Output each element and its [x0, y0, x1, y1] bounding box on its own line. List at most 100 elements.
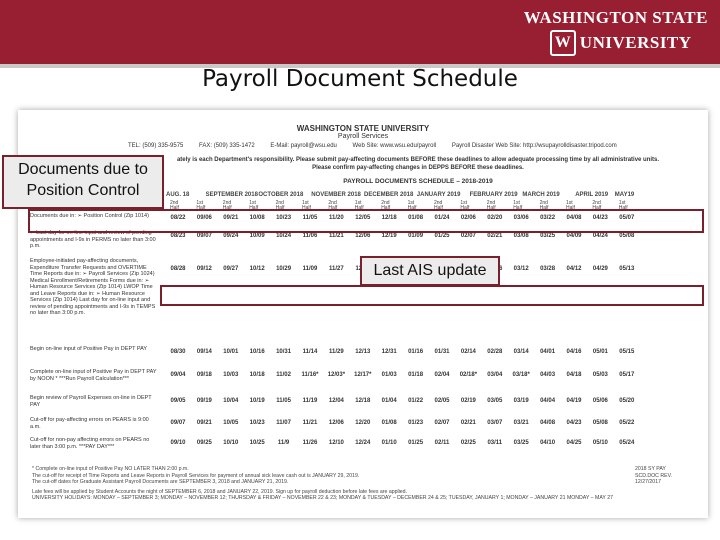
footnote-5: UNIVERSITY HOLIDAYS: MONDAY – SEPTEMBER …	[32, 495, 613, 502]
month-header: JANUARY 2019	[416, 192, 461, 198]
doc-header-university: WASHINGTON STATE UNIVERSITY	[296, 124, 430, 133]
schedule-date-cell: 03/07	[487, 420, 503, 426]
university-banner: WASHINGTON STATE W UNIVERSITY	[0, 0, 720, 64]
schedule-date-cell: 02/20	[487, 215, 503, 221]
month-header: AUG. 18	[166, 192, 190, 198]
schedule-date-cell: 09/10	[170, 440, 186, 446]
schedule-date-cell: 01/25	[408, 440, 424, 446]
half-header: 2nd Half	[222, 200, 232, 211]
schedule-date-cell: 04/23	[592, 215, 608, 221]
schedule-date-cell: 10/16	[249, 349, 265, 355]
schedule-date-cell: 11/05	[302, 215, 318, 221]
schedule-date-cell: 08/22	[170, 215, 186, 221]
schedule-date-cell: 01/18	[408, 372, 424, 378]
schedule-date-cell: 02/06	[460, 215, 476, 221]
schedule-date-cell: 02/04	[434, 372, 450, 378]
schedule-date-cell: 03/22	[540, 215, 556, 221]
contact-tel: TEL: (509) 335-9575	[128, 143, 184, 149]
schedule-date-cell: 10/18	[249, 372, 265, 378]
schedule-date-cell: 09/06	[196, 215, 212, 221]
doc-contact-line: TEL: (509) 335-9575 FAX: (509) 335-1472 …	[128, 143, 631, 149]
schedule-date-cell: 03/04	[487, 372, 503, 378]
slide-title: Payroll Document Schedule	[202, 66, 518, 92]
contact-disaster-site: Payroll Disaster Web Site: http://wsupay…	[451, 143, 617, 149]
schedule-date-cell: 01/04	[381, 398, 397, 404]
wsu-logo: WASHINGTON STATE W UNIVERSITY	[524, 8, 708, 56]
doc-header-department: Payroll Services	[337, 133, 389, 140]
schedule-date-cell: 11/09	[302, 266, 318, 272]
half-header: 2nd Half	[328, 200, 338, 211]
month-header: APRIL 2019	[575, 192, 609, 198]
schedule-date-cell: 09/12	[196, 266, 212, 272]
ref-line-2: SCD.DOC REV.	[635, 472, 672, 479]
schedule-date-cell: 12/19	[381, 233, 397, 239]
schedule-date-cell: 12/18	[355, 398, 371, 404]
schedule-date-cell: 10/03	[223, 372, 239, 378]
half-header: 2nd Half	[170, 200, 179, 211]
schedule-date-cell: 02/19	[460, 398, 476, 404]
contact-fax: FAX: (509) 335-1472	[199, 143, 255, 149]
schedule-date-cell: 11/19	[302, 398, 318, 404]
schedule-date-cell: 10/19	[249, 398, 265, 404]
schedule-date-cell: 03/11	[487, 440, 503, 446]
schedule-date-cell: 01/24	[434, 215, 450, 221]
half-header: 1st Half	[407, 200, 417, 211]
schedule-date-cell: 02/25	[460, 440, 476, 446]
schedule-date-cell: 04/18	[566, 372, 582, 378]
half-header: 1st Half	[566, 200, 575, 211]
schedule-date-cell: 09/25	[196, 440, 212, 446]
schedule-date-cell: 02/05	[434, 398, 450, 404]
half-header: 1st Half	[513, 200, 523, 211]
month-header: SEPTEMBER 2018	[205, 192, 258, 198]
schedule-title: PAYROLL DOCUMENTS SCHEDULE – 2018-2019	[343, 178, 493, 185]
banner-divider	[0, 64, 720, 68]
schedule-date-cell: 03/08	[513, 233, 529, 239]
schedule-date-cell: 01/31	[434, 349, 450, 355]
schedule-date-cell: 05/06	[592, 398, 608, 404]
schedule-date-cell: 05/22	[619, 420, 635, 426]
schedule-date-cell: 03/05	[487, 398, 503, 404]
schedule-date-cell: 04/16	[566, 349, 582, 355]
schedule-date-cell: 09/21	[223, 215, 239, 221]
schedule-date-cell: 03/28	[540, 266, 556, 272]
schedule-date-cell: 11/9	[277, 440, 290, 446]
schedule-date-cell: 09/04	[170, 372, 186, 378]
schedule-date-cell: 12/20	[355, 420, 371, 426]
schedule-date-cell: 12/24	[355, 440, 371, 446]
doc-notice-line-1: ately is each Department's responsibilit…	[176, 157, 660, 163]
schedule-date-cell: 09/07	[170, 420, 186, 426]
highlight-ais-update-row	[160, 285, 704, 306]
half-header: 2nd Half	[434, 200, 443, 211]
schedule-row-label: Cut-off for pay-affecting errors on PEAR…	[30, 417, 149, 430]
schedule-date-cell: 09/27	[223, 266, 239, 272]
schedule-date-cell: 05/15	[619, 349, 635, 355]
schedule-date-cell: 04/09	[566, 233, 582, 239]
schedule-date-cell: 03/25	[513, 440, 529, 446]
schedule-date-cell: 01/08	[381, 420, 397, 426]
schedule-date-cell: 09/05	[170, 398, 186, 404]
schedule-date-cell: 02/14	[460, 349, 476, 355]
schedule-date-cell: 04/19	[566, 398, 582, 404]
schedule-date-cell: 12/13	[355, 349, 371, 355]
month-header: MARCH 2019	[522, 192, 560, 198]
logo-line-2: UNIVERSITY	[579, 33, 692, 52]
schedule-date-cell: 05/01	[592, 349, 608, 355]
half-header: 1st Half	[460, 200, 470, 211]
schedule-date-cell: 04/23	[566, 420, 582, 426]
contact-email: E-Mail: payroll@wsu.edu	[270, 143, 337, 149]
half-header: 2nd Half	[592, 200, 602, 211]
footnote-3: The cut-off dates for Graduate Assistant…	[32, 479, 289, 486]
half-header: 1st Half	[249, 200, 259, 211]
month-header: DECEMBER 2018	[364, 192, 414, 198]
schedule-date-cell: 10/08	[249, 215, 265, 221]
footnote-1: * Complete on-line input of Positive Pay…	[32, 466, 189, 472]
schedule-date-cell: 10/23	[276, 215, 292, 221]
month-header: OCTOBER 2018	[258, 192, 304, 198]
schedule-date-cell: 05/03	[592, 372, 608, 378]
schedule-date-cell: 04/25	[566, 440, 582, 446]
schedule-date-cell: 12/05	[355, 215, 371, 221]
half-header: 2nd Half	[486, 200, 496, 211]
ref-line-1: 2018 SY PAY	[635, 466, 666, 472]
doc-notice-line-2: Please confirm pay-affecting changes in …	[312, 165, 524, 171]
schedule-date-cell: 10/12	[249, 266, 265, 272]
